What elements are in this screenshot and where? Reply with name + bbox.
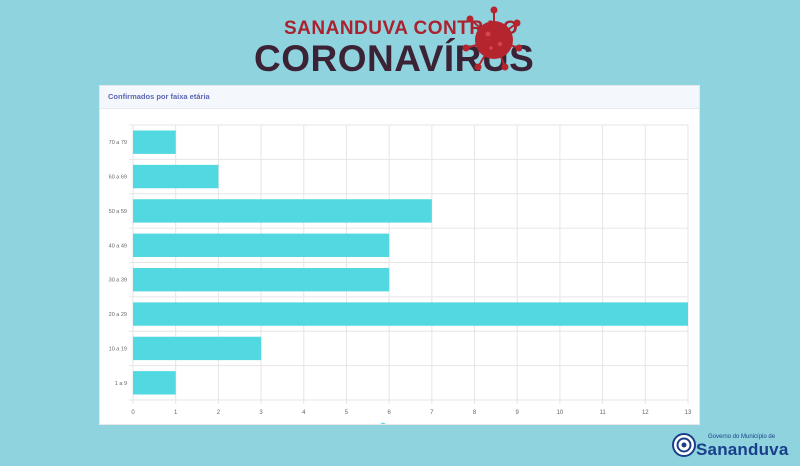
bar [133, 233, 390, 257]
x-tick-label: 2 [217, 410, 221, 416]
x-tick-label: 10 [557, 410, 564, 416]
bar [133, 199, 432, 223]
x-tick-label: 6 [387, 410, 391, 416]
x-tick-label: 12 [642, 410, 649, 416]
x-tick-label: 8 [473, 410, 477, 416]
y-tick-label: 70 a 79 [109, 140, 127, 146]
bar [133, 130, 176, 154]
card-header: Confirmados por faixa etária [100, 86, 699, 109]
banner-line-1: SANANDUVA CONTRA O [284, 18, 519, 39]
x-tick-label: 11 [599, 410, 606, 416]
x-tick-label: 7 [430, 410, 434, 416]
x-tick-label: 5 [345, 410, 349, 416]
bar [133, 336, 262, 361]
y-tick-label: 20 a 29 [109, 312, 127, 318]
x-tick-label: 9 [516, 410, 520, 416]
municipality-name: Sananduva [696, 440, 789, 459]
bar [133, 371, 176, 395]
x-tick-label: 4 [302, 410, 306, 416]
y-tick-label: 50 a 59 [109, 209, 127, 215]
x-tick-label: 1 [174, 410, 178, 416]
bar [133, 268, 390, 292]
municipality-seal-icon [672, 433, 696, 457]
bar [133, 164, 219, 189]
government-logo: Governo do Município de Sananduva [672, 431, 792, 459]
y-tick-label: 60 a 69 [109, 175, 127, 181]
x-tick-label: 13 [685, 410, 692, 416]
bar [133, 302, 688, 326]
virus-icon [462, 6, 522, 71]
government-caption: Governo do Município de [708, 434, 776, 440]
y-tick-label: 40 a 49 [109, 243, 127, 249]
y-tick-label: 30 a 39 [109, 278, 127, 284]
x-tick-label: 3 [259, 410, 263, 416]
y-tick-label: 1 a 9 [115, 381, 127, 387]
legend-swatch [380, 422, 386, 424]
y-tick-label: 10 a 19 [109, 346, 127, 352]
x-tick-label: 0 [131, 410, 135, 416]
chart-title: Confirmados por faixa etária [108, 92, 210, 101]
